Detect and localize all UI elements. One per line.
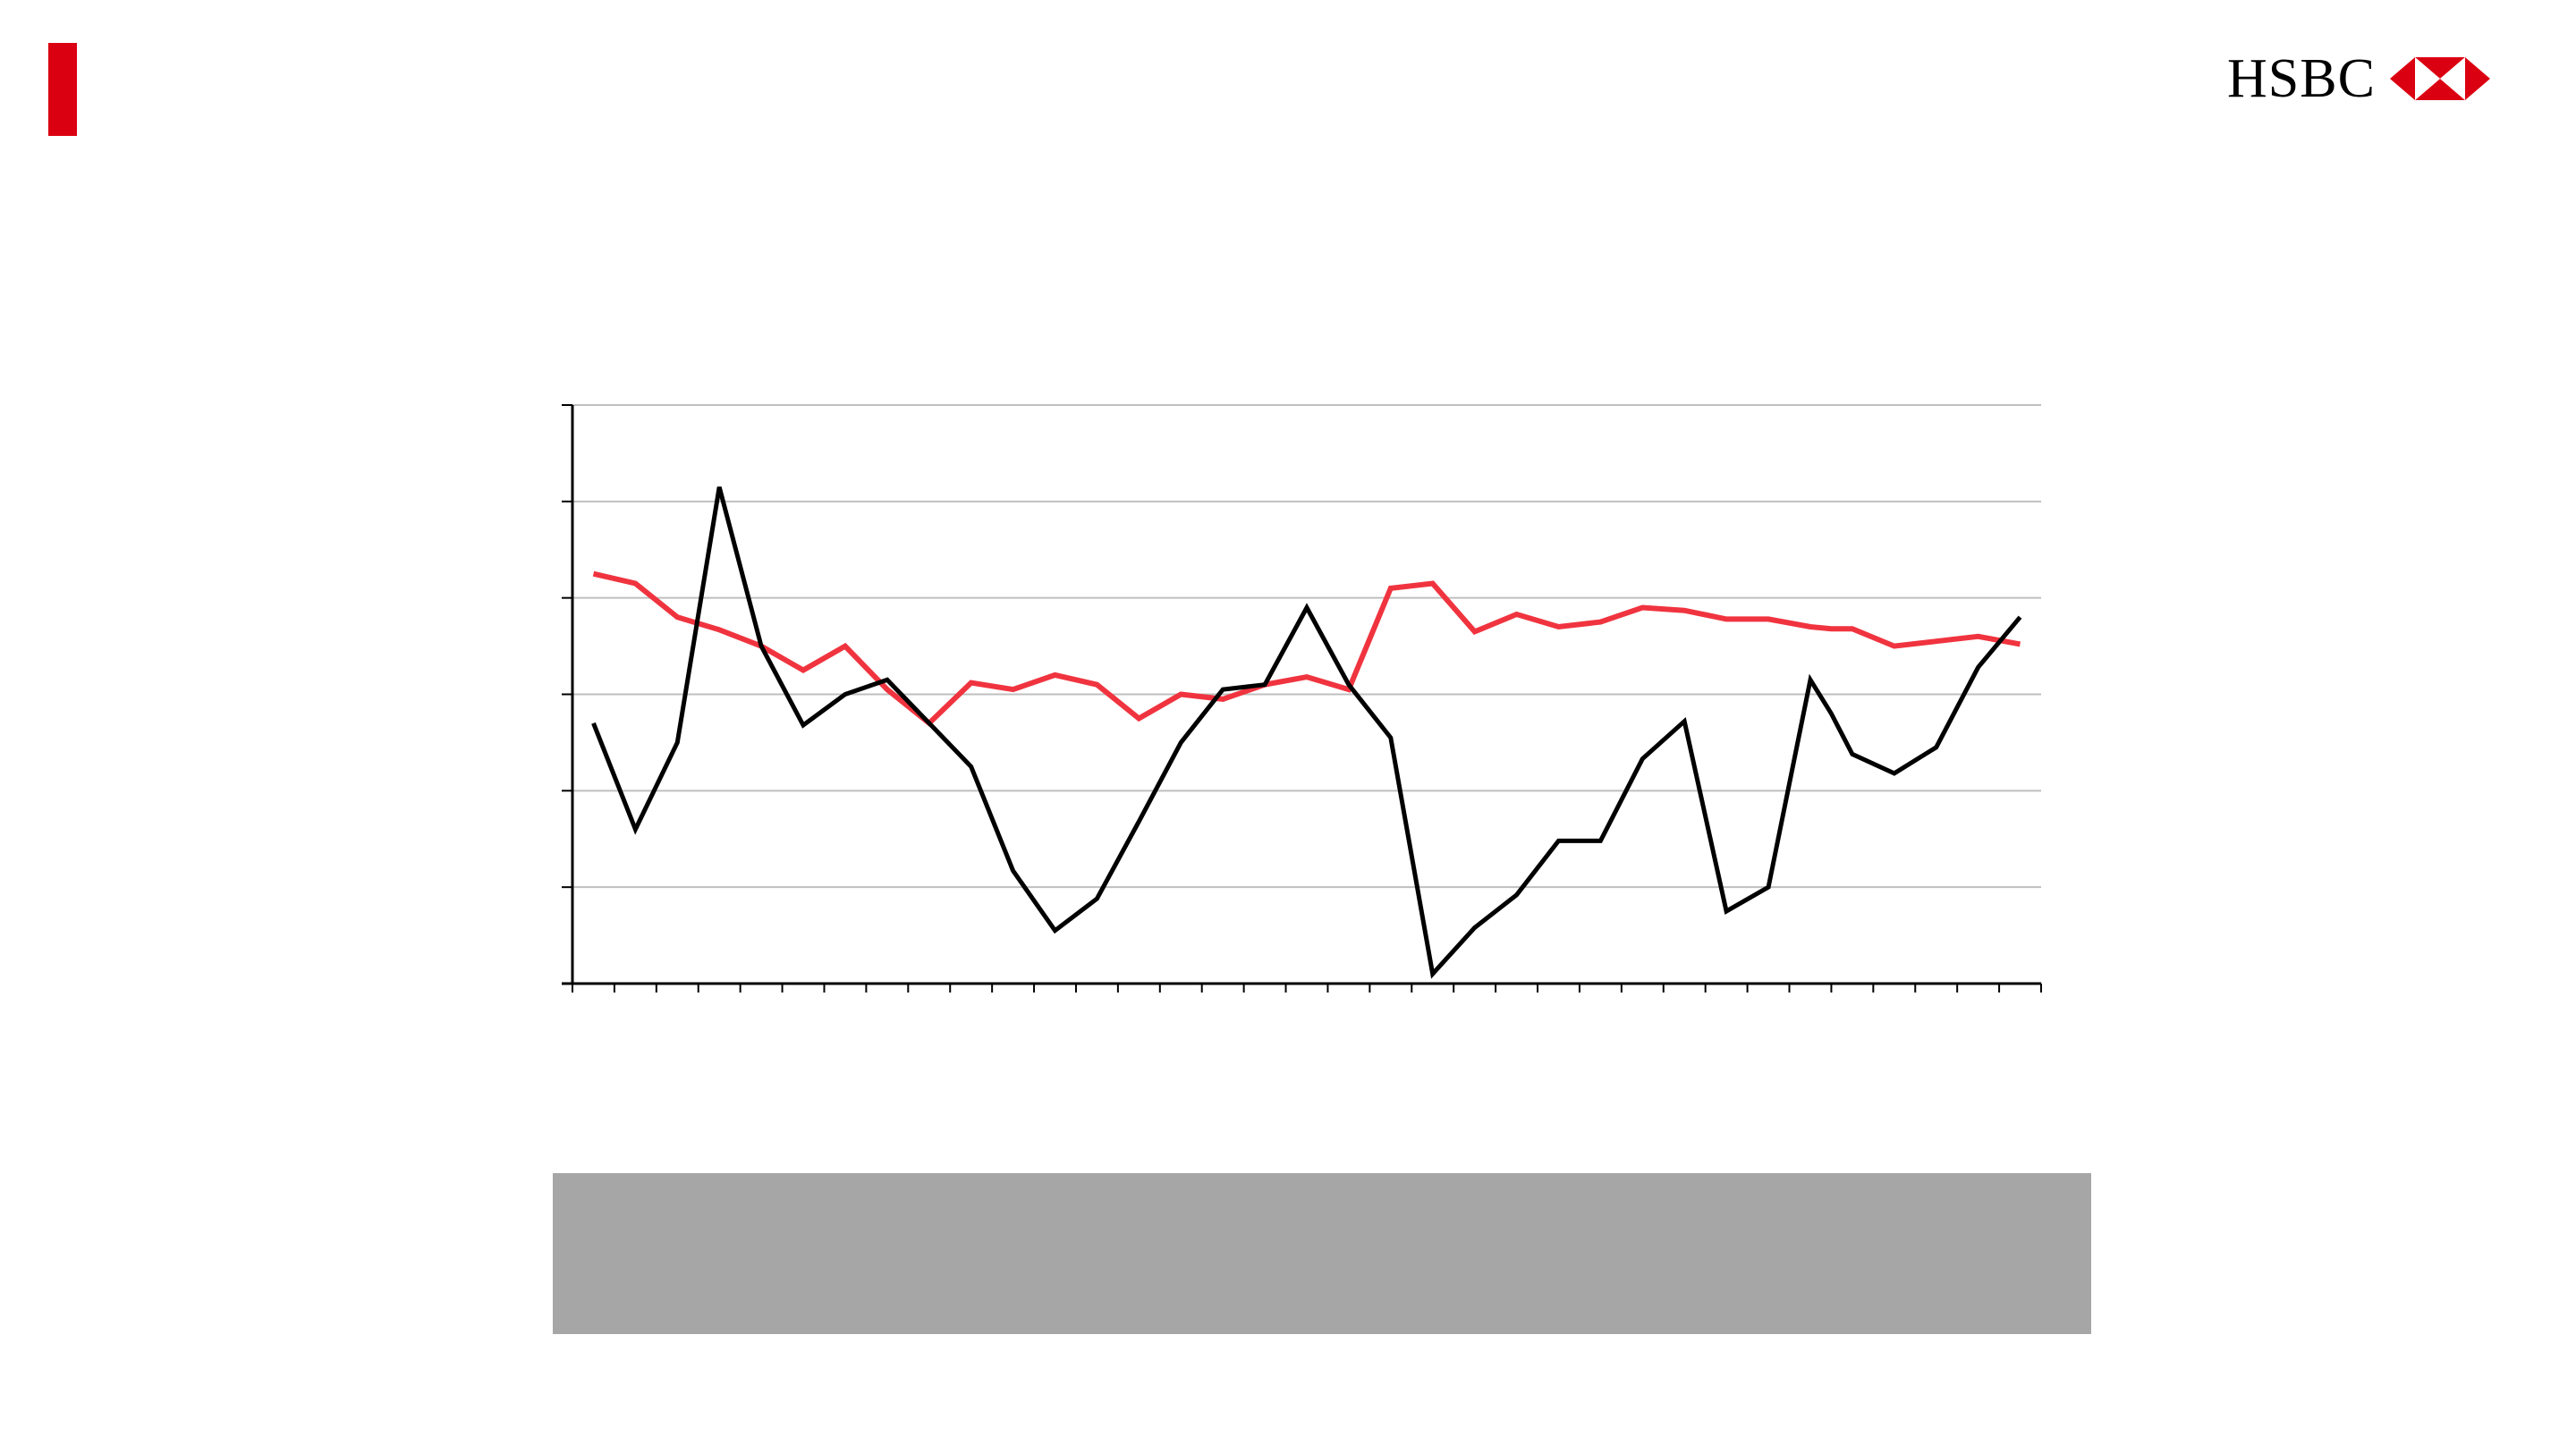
- series-line-1: [592, 570, 2021, 727]
- series-line-2: [591, 486, 2022, 979]
- hsbc-hexagon-icon: [2389, 57, 2490, 100]
- gridlines: [572, 404, 2041, 889]
- logo-text: HSBC: [2227, 48, 2376, 109]
- series: [591, 486, 2022, 979]
- title-accent-bar: [48, 43, 77, 136]
- hsbc-logo: HSBC: [2227, 50, 2531, 107]
- axes: [562, 404, 2042, 993]
- notes-panel: [553, 1173, 2091, 1334]
